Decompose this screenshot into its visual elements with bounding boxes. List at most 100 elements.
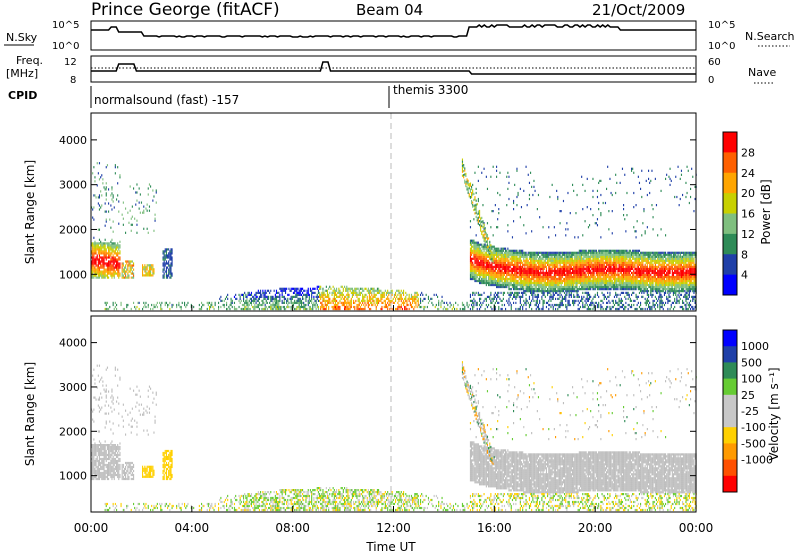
power-cell <box>400 297 402 301</box>
power-cell <box>280 307 282 311</box>
power-cell <box>348 295 350 299</box>
power-cell <box>570 271 572 275</box>
power-cell <box>148 205 151 208</box>
power-cell <box>545 271 548 275</box>
power-cell <box>547 271 549 275</box>
power-cell <box>572 257 574 260</box>
power-cell <box>594 277 596 281</box>
power-cell <box>95 268 97 271</box>
power-cell <box>312 307 314 311</box>
power-cell <box>325 305 327 309</box>
power-cell <box>280 287 282 290</box>
power-cell <box>494 273 496 277</box>
power-cell <box>498 253 500 256</box>
power-cell <box>572 251 574 254</box>
power-cell <box>604 277 607 281</box>
power-cell <box>279 293 281 297</box>
power-cell <box>163 272 165 275</box>
freq-panel: Freq. [MHz] 12 8 60 0 Nave <box>6 54 776 86</box>
power-cell <box>299 293 301 297</box>
power-cell <box>594 295 596 299</box>
power-cell <box>484 275 486 279</box>
power-cell <box>465 180 467 184</box>
power-cell <box>102 256 104 259</box>
power-cell <box>551 251 553 254</box>
power-cell <box>254 305 256 309</box>
power-cell <box>477 247 479 250</box>
power-cell <box>522 281 524 285</box>
power-cell <box>477 291 479 295</box>
power-cell <box>581 277 583 281</box>
power-cell <box>266 301 268 305</box>
power-cell <box>509 293 511 297</box>
power-cell <box>101 174 103 177</box>
power-cell <box>122 274 124 277</box>
power-cell <box>488 251 490 254</box>
power-cell <box>531 253 533 256</box>
power-cell <box>488 265 490 269</box>
power-cell <box>461 301 464 305</box>
power-cell <box>248 291 250 295</box>
power-cell <box>575 269 577 273</box>
power-cell <box>109 254 111 257</box>
power-cell <box>346 293 348 297</box>
power-cell <box>133 264 135 267</box>
power-cell <box>118 252 120 255</box>
power-cell <box>593 253 595 256</box>
power-cell <box>179 305 181 309</box>
power-cell <box>488 247 490 250</box>
power-cell <box>601 285 603 289</box>
power-cell <box>295 307 297 311</box>
power-cell <box>342 287 344 290</box>
power-cell <box>103 270 105 273</box>
power-cell <box>160 303 162 307</box>
power-cell <box>582 285 584 289</box>
power-cell <box>506 267 508 271</box>
power-cell <box>604 285 607 289</box>
power-cell <box>598 265 600 269</box>
power-cell <box>584 220 586 223</box>
power-cell <box>545 265 548 269</box>
power-cell <box>479 257 481 260</box>
power-cell <box>507 269 509 273</box>
power-cell <box>498 295 500 299</box>
power-cell <box>573 303 575 307</box>
power-cell <box>612 288 614 291</box>
power-cell <box>550 261 552 264</box>
power-cell <box>544 251 546 254</box>
power-cell <box>471 271 473 275</box>
power-cell <box>350 301 352 305</box>
power-cell <box>498 307 500 311</box>
power-cell <box>105 166 107 169</box>
power-cell <box>599 273 601 277</box>
power-cell <box>486 253 489 256</box>
power-cell <box>543 288 545 291</box>
power-cell <box>589 293 591 297</box>
power-cell <box>112 258 114 261</box>
power-cell <box>514 251 516 254</box>
power-cell <box>575 253 577 256</box>
power-cell <box>543 271 545 275</box>
power-cell <box>508 181 510 185</box>
power-cell <box>479 253 481 256</box>
power-cell <box>356 305 358 309</box>
power-cell <box>435 303 437 307</box>
power-cell <box>533 275 535 279</box>
power-cell <box>257 297 259 301</box>
power-cell <box>423 305 425 309</box>
power-cell <box>518 257 520 260</box>
power-cell <box>593 281 595 285</box>
power-cell <box>585 263 587 267</box>
power-cell <box>490 267 492 271</box>
power-cell <box>203 303 205 307</box>
power-cell <box>114 252 116 255</box>
power-cell <box>104 188 106 191</box>
power-cell <box>475 303 477 307</box>
power-cell <box>559 257 561 260</box>
power-cell <box>148 272 151 275</box>
power-cell <box>539 285 541 289</box>
power-cell <box>476 255 478 258</box>
power-cell <box>479 267 481 271</box>
power-cell <box>534 275 536 279</box>
power-cell <box>505 247 507 250</box>
